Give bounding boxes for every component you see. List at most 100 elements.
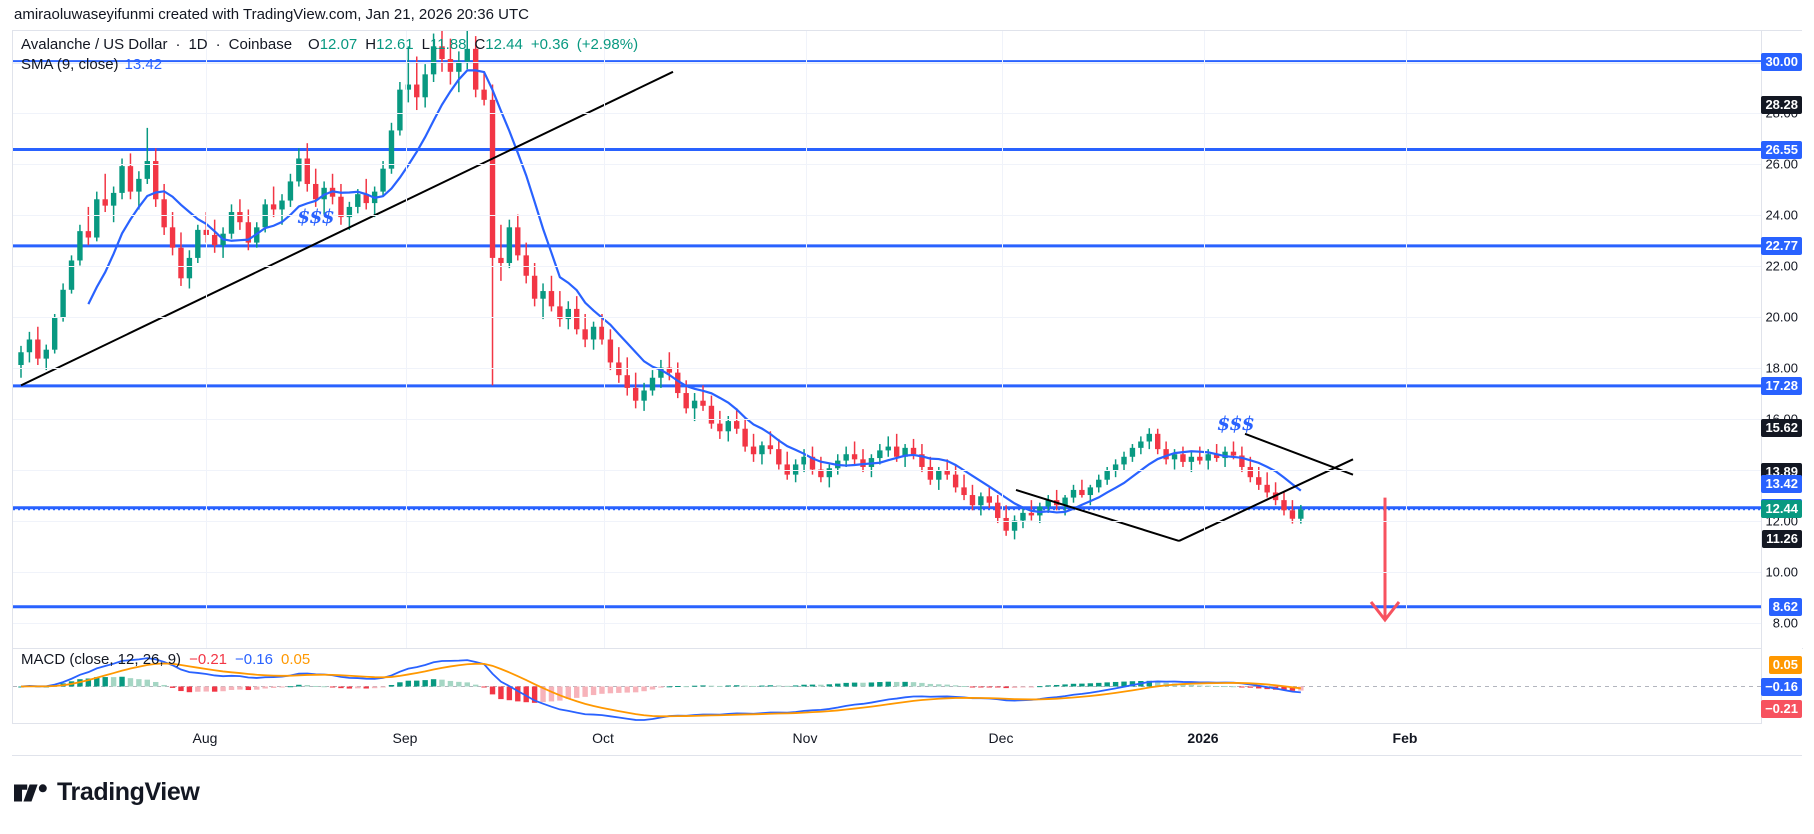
macd-hist-value: −0.21 <box>189 651 228 668</box>
price-plot <box>13 31 1761 623</box>
time-axis-label: Aug <box>192 730 218 746</box>
bearish-arrow[interactable] <box>1369 497 1401 623</box>
candle-body <box>624 375 630 388</box>
sma-9-line <box>87 69 1302 514</box>
candle-body <box>961 487 967 496</box>
price-gridline <box>13 367 1761 369</box>
candle-body <box>178 247 184 279</box>
price-pane[interactable]: Avalanche / US Dollar · 1D · Coinbase O12.07 H… <box>13 31 1761 648</box>
candle-body <box>742 428 748 447</box>
candle-body <box>708 405 715 424</box>
candle-body <box>405 84 412 90</box>
candle-body <box>750 446 757 455</box>
candle-body <box>683 393 689 409</box>
price-gridline <box>13 265 1761 267</box>
price-axis-label-blue[interactable]: 30.00 <box>1761 52 1802 71</box>
price-axis-label-teal[interactable]: 12.44 <box>1761 500 1802 519</box>
price-axis-label-blue[interactable]: 17.28 <box>1761 376 1802 395</box>
candle-body <box>531 275 538 299</box>
macd-axis-label-red[interactable]: −0.21 <box>1761 700 1802 718</box>
candle-body <box>801 456 807 465</box>
candle-body <box>590 326 597 340</box>
candle-body <box>472 48 479 90</box>
candle-body <box>211 234 218 246</box>
candle-body <box>388 130 395 169</box>
price-axis-label-blue[interactable]: 22.77 <box>1761 236 1802 255</box>
macd-axis-label-blue[interactable]: −0.16 <box>1761 678 1802 696</box>
macd-legend-name[interactable]: MACD (close, 12, 26, 9) <box>21 651 182 668</box>
time-axis-label: Sep <box>392 730 418 746</box>
chart-frame: Avalanche / US Dollar · 1D · Coinbase O12.07 H… <box>12 30 1803 724</box>
macd-axis-label-orange[interactable]: 0.05 <box>1768 656 1802 674</box>
candle-body <box>195 229 201 258</box>
candle-body <box>447 59 454 72</box>
price-gridline <box>13 214 1761 216</box>
candle-body <box>641 390 647 401</box>
candle-body <box>759 445 765 455</box>
candle-body <box>1230 451 1237 456</box>
candle-body <box>734 421 740 429</box>
candle-body <box>397 89 403 131</box>
candle-body <box>237 212 243 223</box>
candle-body <box>270 204 277 210</box>
candle-body <box>1222 451 1228 459</box>
candle-body <box>986 496 992 503</box>
dollar-annotation-2[interactable]: $$$ <box>1217 413 1255 435</box>
price-axis-label-blue[interactable]: 26.55 <box>1761 140 1802 159</box>
trendline-3[interactable] <box>1178 458 1354 542</box>
time-axis-label: 2026 <box>1187 730 1219 746</box>
pane-divider <box>13 648 1803 649</box>
candle-body <box>35 339 41 359</box>
macd-pane[interactable]: MACD (close, 12, 26, 9) −0.21 −0.16 0.05 <box>13 649 1761 724</box>
trendline-1[interactable] <box>20 70 674 387</box>
price-axis-tick: 18.00 <box>1765 360 1798 376</box>
price-axis-tick: 10.00 <box>1765 564 1798 579</box>
time-gridline <box>1406 31 1407 648</box>
price-axis-label-black[interactable]: 28.28 <box>1761 96 1802 115</box>
time-gridline <box>1204 31 1205 648</box>
candle-body <box>481 89 487 100</box>
price-axis-label-blue[interactable]: 13.42 <box>1761 475 1802 494</box>
candle-body <box>902 447 908 457</box>
price-axis-label-black[interactable]: 15.62 <box>1761 419 1802 438</box>
price-gridline <box>13 571 1761 573</box>
candle-body <box>1020 512 1026 521</box>
candle-body <box>127 166 134 192</box>
time-axis[interactable]: Aug Sep Oct Nov Dec 2026 Feb <box>12 724 1802 756</box>
candle-series <box>18 31 1304 540</box>
candle-body <box>658 367 664 378</box>
candle-body <box>313 183 319 200</box>
candle-body <box>506 227 513 264</box>
price-axis-tick: 22.00 <box>1765 258 1798 274</box>
price-gridline <box>13 112 1761 114</box>
price-axis-label-black[interactable]: 11.26 <box>1762 530 1802 549</box>
candle-body <box>346 206 353 218</box>
candle-body <box>1281 500 1287 511</box>
time-axis-label: Dec <box>988 730 1014 746</box>
candle-body <box>1197 456 1203 461</box>
attribution-text: amiraoluwaseyifunmi created with Trading… <box>14 6 529 23</box>
candle-body <box>877 450 883 459</box>
candle-body <box>321 187 327 200</box>
candle-body <box>68 260 75 290</box>
price-axis[interactable]: 30.0028.0026.0024.0022.0020.0018.0016.00… <box>1761 31 1802 724</box>
candle-body <box>153 161 159 200</box>
candle-body <box>649 377 656 391</box>
price-axis-label-blue[interactable]: 8.62 <box>1768 597 1802 616</box>
dollar-annotation-1[interactable]: $$$ <box>297 206 335 228</box>
candle-body <box>995 502 1001 518</box>
candle-body <box>363 194 369 204</box>
candle-body <box>287 181 294 201</box>
price-gridline <box>13 469 1761 471</box>
candle-body <box>355 194 361 207</box>
candle-body <box>893 446 900 457</box>
candle-body <box>489 99 496 258</box>
candle-body <box>85 231 92 238</box>
trendline-2[interactable] <box>1015 488 1180 542</box>
time-gridline <box>406 31 407 648</box>
candle-body <box>1028 512 1035 516</box>
candle-body <box>818 469 824 478</box>
trendline-4[interactable] <box>1244 432 1354 476</box>
candle-body <box>910 447 917 455</box>
